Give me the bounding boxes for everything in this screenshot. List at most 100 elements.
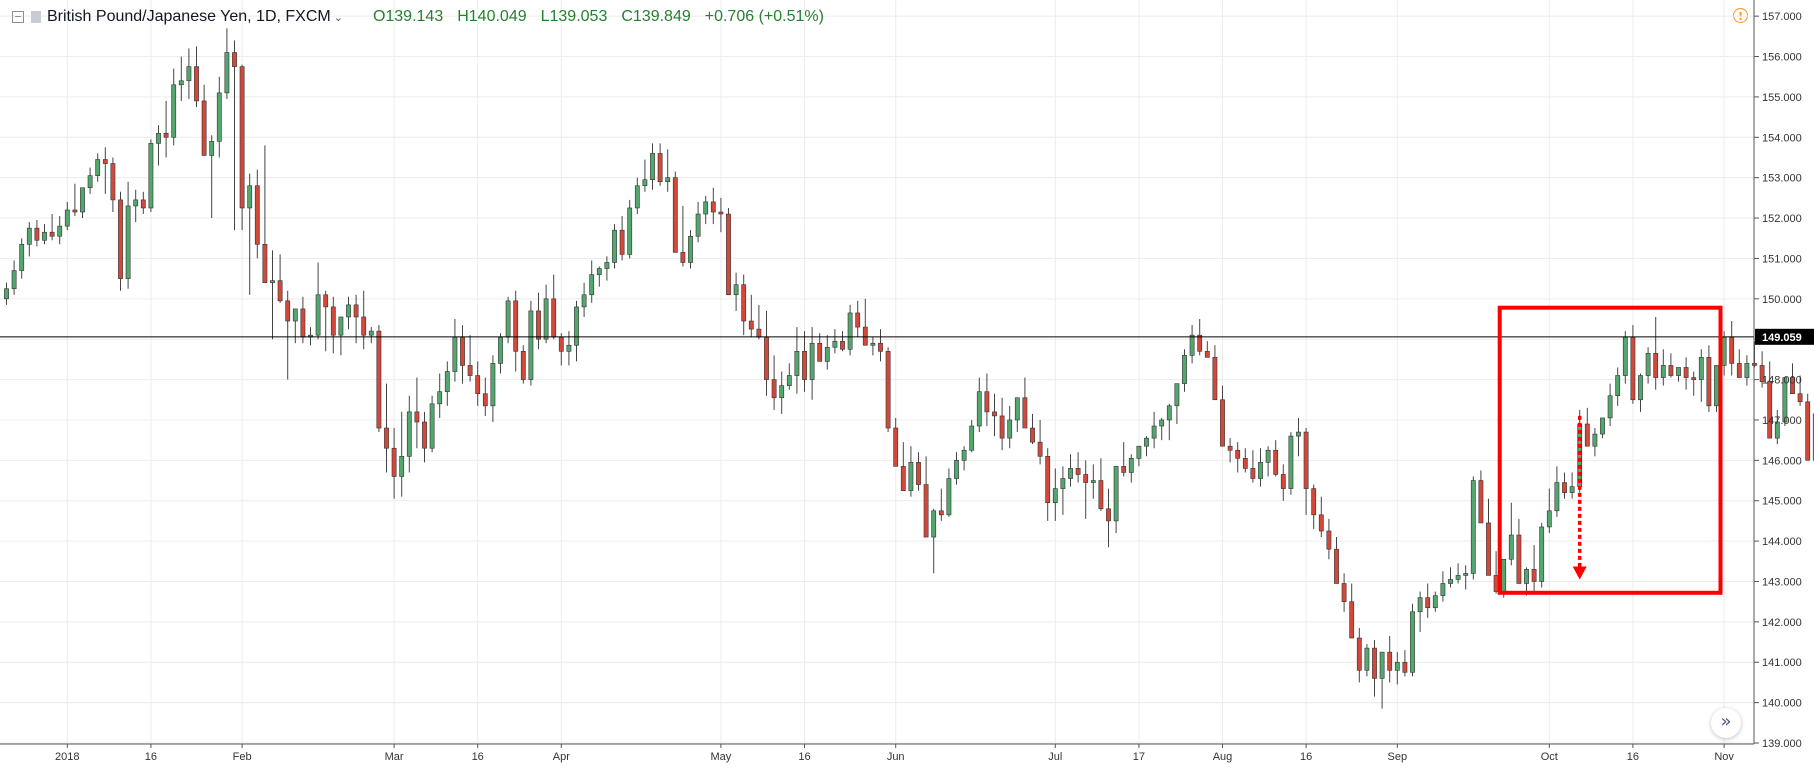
candle-body xyxy=(627,207,633,255)
candle xyxy=(1151,411,1157,449)
candle-body xyxy=(125,205,131,279)
candle-body xyxy=(1242,458,1248,469)
candle xyxy=(1706,345,1712,412)
candle xyxy=(551,274,557,340)
candle-body xyxy=(1630,336,1636,401)
candle xyxy=(627,199,633,259)
scroll-to-realtime-icon[interactable]: » xyxy=(1711,708,1741,738)
candle-body xyxy=(1676,367,1681,376)
candle-body xyxy=(1736,363,1742,378)
candle xyxy=(1402,650,1408,677)
candle xyxy=(771,355,777,410)
candle xyxy=(1584,407,1590,447)
candle-body xyxy=(938,510,944,516)
y-tick-label: 153.000 xyxy=(1762,173,1802,185)
candle xyxy=(353,294,359,344)
candle-body xyxy=(1774,421,1780,439)
candle-body xyxy=(923,484,929,538)
candle-body xyxy=(1569,486,1575,493)
candle xyxy=(1136,445,1142,467)
candle xyxy=(1493,551,1499,594)
candle-body xyxy=(1531,569,1537,582)
candle xyxy=(1387,635,1393,683)
candle-body xyxy=(513,300,519,352)
candle-body xyxy=(657,153,663,183)
candle xyxy=(1372,640,1377,697)
candle-body xyxy=(1744,363,1750,378)
candle-body xyxy=(832,340,838,348)
candle xyxy=(1166,403,1172,441)
candle xyxy=(574,300,579,362)
candle xyxy=(1311,484,1317,529)
candle xyxy=(292,308,298,344)
candle-body xyxy=(634,185,640,209)
candle-body xyxy=(726,213,731,296)
candle-body xyxy=(57,225,63,237)
y-tick-label: 146.000 xyxy=(1762,455,1802,467)
x-tick-label: Apr xyxy=(553,751,570,763)
candle-body xyxy=(786,375,792,386)
candle xyxy=(1220,385,1225,447)
candle-body xyxy=(520,351,526,380)
candle xyxy=(665,149,671,192)
candle xyxy=(1090,464,1096,499)
candle xyxy=(26,222,32,257)
candle-body xyxy=(285,300,291,322)
chevron-down-icon[interactable]: ⌄ xyxy=(333,11,343,24)
candle xyxy=(1790,363,1795,395)
candle-body xyxy=(1767,381,1773,439)
candle-body xyxy=(809,342,815,380)
candle-body xyxy=(1204,351,1210,358)
ohlc-change: +0.706 (+0.51%) xyxy=(704,8,824,25)
candle-body xyxy=(1014,397,1020,421)
candle xyxy=(1797,375,1803,406)
candle xyxy=(1486,498,1491,576)
candle xyxy=(323,290,329,352)
candle xyxy=(277,254,283,303)
candle-body xyxy=(771,379,777,399)
candle-body xyxy=(1258,462,1263,479)
candle xyxy=(262,145,268,283)
candle-body xyxy=(779,385,785,399)
x-tick-label: Jul xyxy=(1048,751,1062,763)
candle xyxy=(1736,349,1742,378)
candle-body xyxy=(1296,431,1301,437)
collapse-icon[interactable] xyxy=(12,11,24,23)
candle-body xyxy=(969,425,975,451)
candle xyxy=(19,238,25,279)
candle xyxy=(406,395,412,473)
x-tick-label: Aug xyxy=(1213,751,1233,763)
candle xyxy=(1638,373,1643,412)
symbol-title[interactable]: British Pound/Japanese Yen, 1D, FXCM xyxy=(47,8,331,25)
candle-body xyxy=(34,227,40,241)
candle xyxy=(1729,321,1735,376)
candle-body xyxy=(1554,482,1560,512)
candle xyxy=(870,337,876,356)
candle-body xyxy=(908,462,914,491)
candle xyxy=(467,335,473,382)
candle xyxy=(946,468,952,517)
candle xyxy=(984,373,990,427)
candle-body xyxy=(475,375,481,395)
candle-body xyxy=(855,312,861,328)
candle-body xyxy=(1068,468,1073,479)
candle-body xyxy=(1151,425,1157,439)
candle-body xyxy=(1759,365,1765,382)
candle-body xyxy=(1090,480,1096,483)
candle-body xyxy=(1706,357,1712,407)
candle-body xyxy=(893,427,899,467)
candle-body xyxy=(384,427,389,449)
candle xyxy=(923,456,929,538)
candle xyxy=(1660,349,1666,386)
candle xyxy=(224,28,230,99)
x-tick-label: 17 xyxy=(1133,751,1145,763)
candle xyxy=(1683,357,1689,390)
candle-body xyxy=(566,344,572,352)
candle-body xyxy=(1638,375,1643,401)
candle-body xyxy=(467,365,473,376)
candle xyxy=(741,274,747,336)
candle xyxy=(1098,458,1104,511)
candle-body xyxy=(1356,637,1362,671)
candle xyxy=(1364,644,1370,677)
